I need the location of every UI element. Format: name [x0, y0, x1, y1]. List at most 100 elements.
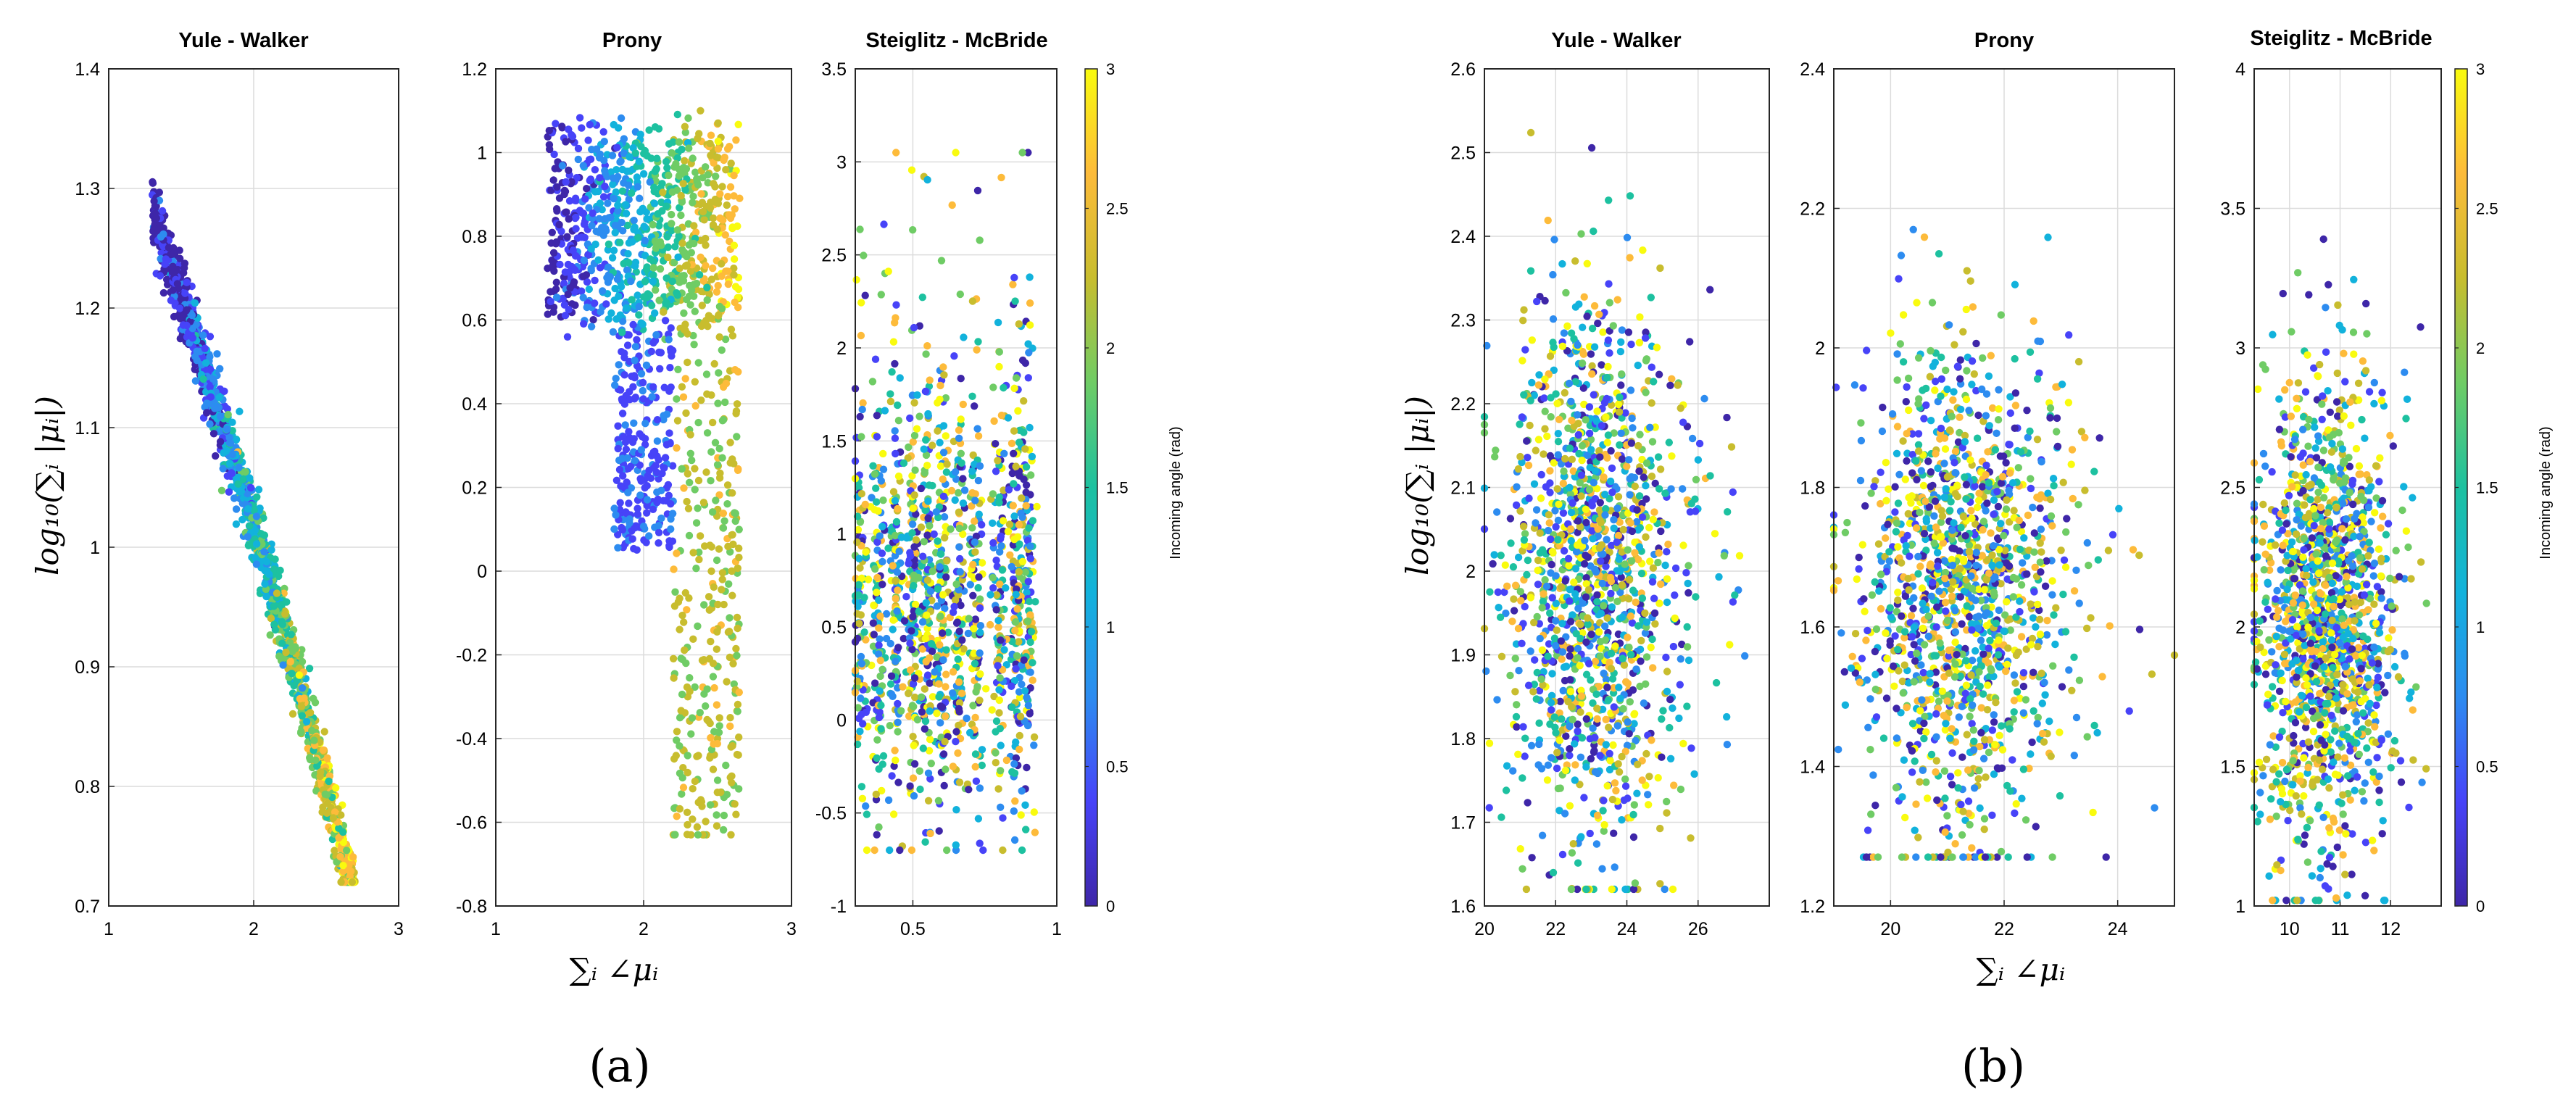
data-point — [626, 396, 634, 404]
data-point — [631, 343, 640, 351]
data-point — [889, 625, 897, 633]
y-tick-label: 1.8 — [1450, 729, 1476, 749]
data-point — [960, 645, 968, 653]
data-point — [1017, 509, 1025, 517]
data-point — [1635, 338, 1644, 346]
data-point — [681, 646, 689, 654]
data-point — [994, 617, 1002, 625]
data-point — [319, 746, 328, 755]
data-point — [714, 399, 722, 407]
data-point — [601, 167, 609, 175]
data-point — [670, 602, 679, 610]
data-point — [215, 394, 223, 402]
data-point — [971, 750, 980, 758]
data-point — [1017, 811, 1025, 819]
data-point — [607, 213, 615, 222]
data-point — [712, 288, 721, 296]
data-point — [1008, 768, 1016, 776]
data-point — [713, 776, 722, 784]
data-point — [712, 556, 721, 565]
data-point — [992, 440, 1000, 448]
data-point — [667, 500, 675, 508]
data-point — [1651, 620, 1659, 628]
data-point — [722, 761, 730, 770]
data-point — [544, 310, 552, 318]
data-point — [695, 271, 704, 279]
data-point — [1560, 329, 1569, 337]
data-point — [689, 549, 697, 557]
plot-a-2: 1 2 3-0.8-0.6-0.4-0.200.20.40.60.811.2Pron… — [456, 29, 797, 939]
data-point — [876, 687, 884, 695]
data-point — [181, 289, 189, 297]
data-point — [690, 222, 698, 230]
y-tick-label: 1.3 — [75, 179, 100, 199]
data-point — [565, 125, 573, 133]
data-point — [700, 216, 708, 224]
data-point — [343, 847, 351, 855]
data-point — [1497, 813, 1505, 821]
data-point — [676, 714, 684, 722]
data-point — [723, 201, 731, 209]
data-point — [1023, 763, 1031, 772]
data-point — [1692, 475, 1700, 483]
data-point — [715, 333, 723, 341]
data-point — [686, 449, 694, 457]
data-point — [673, 812, 681, 820]
data-point — [625, 499, 633, 507]
data-point — [714, 600, 722, 609]
data-point — [963, 714, 971, 723]
data-point — [955, 524, 964, 533]
data-point — [688, 456, 696, 465]
data-point — [931, 668, 939, 676]
data-point — [694, 476, 703, 485]
data-point — [886, 390, 894, 398]
data-point — [891, 359, 899, 368]
data-point — [615, 292, 623, 300]
data-point — [894, 417, 903, 425]
data-point — [976, 839, 984, 847]
data-point — [690, 239, 698, 248]
data-point — [618, 410, 627, 417]
data-point — [874, 650, 883, 658]
data-point — [971, 762, 979, 771]
y-tick-label: 0.5 — [821, 618, 847, 638]
data-point — [228, 470, 236, 478]
data-point — [584, 136, 592, 144]
data-point — [660, 412, 668, 420]
data-point — [969, 560, 977, 569]
data-point — [673, 549, 681, 557]
data-point — [1519, 317, 1527, 325]
data-point — [1010, 273, 1018, 282]
data-point — [1571, 761, 1579, 769]
data-point — [649, 464, 658, 472]
data-point — [696, 200, 705, 209]
data-point — [694, 752, 702, 760]
data-point — [630, 544, 638, 553]
data-point — [306, 754, 314, 762]
data-point — [1683, 702, 1691, 710]
data-point — [942, 712, 950, 720]
data-point — [552, 278, 560, 286]
data-point — [238, 515, 246, 524]
data-point — [653, 488, 661, 496]
data-point — [1666, 755, 1675, 763]
data-point — [988, 706, 996, 714]
data-point — [694, 622, 702, 631]
y-tick-label: -0.2 — [456, 646, 487, 666]
x-tick-label: 3 — [786, 919, 797, 939]
data-point — [924, 497, 932, 505]
data-point — [974, 338, 982, 346]
data-point — [978, 746, 986, 754]
data-point — [1588, 362, 1596, 370]
data-point — [1009, 502, 1018, 510]
data-point — [653, 154, 661, 162]
data-point — [910, 571, 918, 579]
data-point — [936, 719, 944, 727]
data-point — [665, 171, 673, 180]
data-point — [978, 761, 986, 770]
data-point — [323, 809, 331, 818]
data-point — [1665, 438, 1673, 446]
data-point — [618, 454, 626, 462]
data-point — [295, 671, 304, 679]
data-point — [877, 291, 886, 299]
